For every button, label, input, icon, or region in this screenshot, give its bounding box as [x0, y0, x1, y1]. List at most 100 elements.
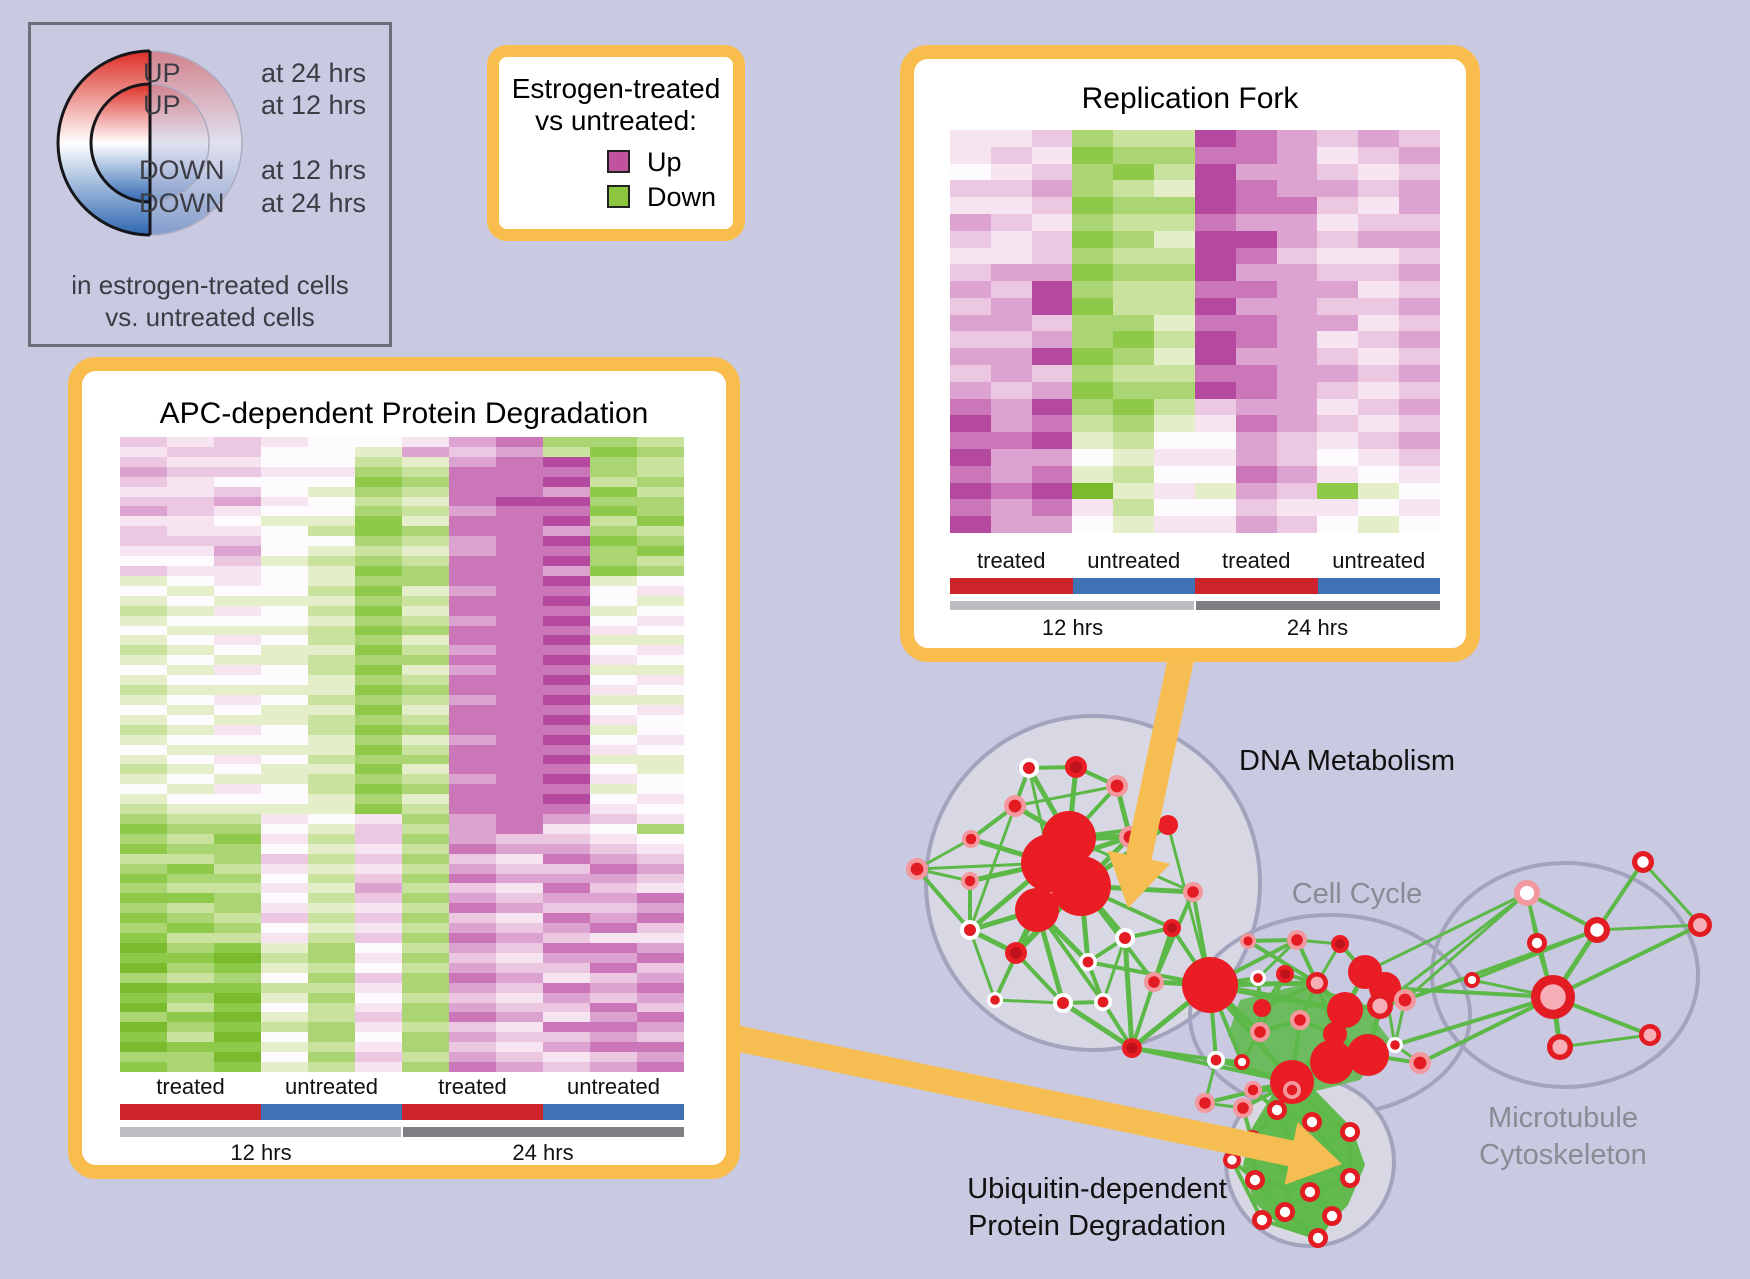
heatmap-cell	[1031, 348, 1073, 366]
heatmap-cell	[261, 784, 308, 795]
heatmap-cell	[120, 774, 167, 785]
heatmap-cell	[496, 496, 543, 507]
timepoint-label: 24 hrs	[512, 1140, 574, 1165]
heatmap-cell	[214, 992, 261, 1003]
heatmap-cell	[402, 943, 449, 953]
heatmap-cell	[496, 635, 543, 646]
gene-node	[1051, 856, 1111, 916]
heatmap-cell	[308, 893, 355, 904]
heatmap-cell	[590, 734, 637, 745]
heatmap-cell	[496, 675, 543, 686]
heatmap-cell	[167, 873, 214, 884]
heatmap-cell	[214, 1002, 261, 1013]
heatmap-cell	[261, 992, 308, 1003]
heatmap-cell	[402, 853, 449, 864]
heatmap-cell	[167, 476, 214, 487]
heatmap-cell	[214, 615, 261, 626]
heatmap-cell	[1276, 247, 1318, 265]
heatmap-cell	[120, 1022, 167, 1033]
heatmap-cell	[1317, 264, 1359, 282]
heatmap-cell	[590, 456, 637, 467]
heatmap-cell	[543, 814, 590, 824]
gene-node-core	[1247, 1084, 1259, 1096]
heatmap-cell	[261, 863, 308, 874]
heatmap-cell	[402, 754, 449, 765]
gene-node-core	[1519, 885, 1535, 901]
heatmap-cell	[1358, 398, 1400, 416]
heatmap-cell	[402, 764, 449, 775]
heatmap-cell	[496, 982, 543, 993]
heatmap-cell	[308, 1032, 355, 1043]
heatmap-cell	[1194, 482, 1236, 500]
heatmap-cell	[543, 1042, 590, 1053]
gene-node-core	[1199, 1097, 1211, 1109]
heatmap-cell	[402, 952, 449, 963]
heatmap-cell	[1317, 465, 1359, 483]
heatmap-cell	[590, 496, 637, 507]
heatmap-cell	[543, 744, 590, 755]
heatmap-cell	[120, 1042, 167, 1053]
network-edge	[1559, 1033, 1651, 1049]
heatmap-cell	[637, 873, 684, 884]
heatmap-cell	[637, 446, 684, 457]
heatmap-cell	[1276, 415, 1318, 433]
heatmap-cell	[261, 704, 308, 715]
heatmap-cell	[1358, 331, 1400, 349]
heatmap-cell	[1113, 281, 1155, 298]
heatmap-cell	[950, 415, 991, 433]
heatmap-cell	[1154, 130, 1195, 147]
heatmap-cell	[449, 1062, 496, 1072]
heatmap-cell	[261, 437, 308, 447]
heatmap-cell	[590, 943, 637, 953]
heatmap-cell	[214, 913, 261, 924]
condition-color-bar	[1317, 578, 1440, 594]
heatmap-cell	[496, 486, 543, 497]
heatmap-cell	[590, 814, 637, 824]
heatmap-cell	[449, 724, 496, 735]
heatmap-cell	[543, 476, 590, 487]
gene-node-core	[1253, 973, 1263, 983]
heatmap-cell	[308, 1042, 355, 1053]
gene-node-core	[1294, 1014, 1306, 1026]
heatmap-cell	[1317, 398, 1359, 416]
heatmap-cell	[120, 685, 167, 695]
heatmap-cell	[261, 546, 308, 557]
heatmap-cell	[214, 843, 261, 854]
heatmap-cell	[1072, 516, 1114, 533]
heatmap-cell	[496, 883, 543, 894]
cluster-label: Ubiquitin-dependent	[967, 1173, 1227, 1205]
heatmap-cell	[449, 962, 496, 973]
heatmap-cell	[990, 331, 1032, 349]
heatmap-cell	[120, 496, 167, 507]
heatmap-cell	[214, 863, 261, 874]
heatmap-cell	[990, 264, 1032, 282]
heatmap-cell	[261, 625, 308, 636]
heatmap-cell	[449, 933, 496, 944]
heatmap-cell	[167, 774, 214, 785]
heatmap-cell	[1154, 365, 1195, 382]
heatmap-cell	[590, 863, 637, 874]
heatmap-cell	[261, 536, 308, 547]
heatmap-cell	[590, 774, 637, 785]
heatmap-cell	[167, 685, 214, 695]
heatmap-cell	[496, 833, 543, 844]
heatmap-cell	[449, 714, 496, 725]
heatmap-cell	[402, 1052, 449, 1063]
heatmap-cell	[120, 903, 167, 914]
heatmap-cell	[355, 685, 402, 695]
heatmap-cell	[402, 804, 449, 815]
heatmap-cell	[449, 675, 496, 686]
heatmap-cell	[355, 853, 402, 864]
network-edge	[968, 929, 997, 1001]
heatmap-cell	[449, 923, 496, 934]
heatmap-cell	[402, 833, 449, 844]
heatmap-cell	[1276, 432, 1318, 450]
heatmap-cell	[950, 197, 991, 214]
heatmap-cell	[590, 1052, 637, 1063]
heatmap-cell	[543, 754, 590, 765]
heatmap-cell	[355, 714, 402, 725]
heatmap-cell	[496, 526, 543, 537]
heatmap-cell	[120, 615, 167, 626]
heatmap-cell	[120, 456, 167, 467]
heatmap-cell	[590, 575, 637, 586]
